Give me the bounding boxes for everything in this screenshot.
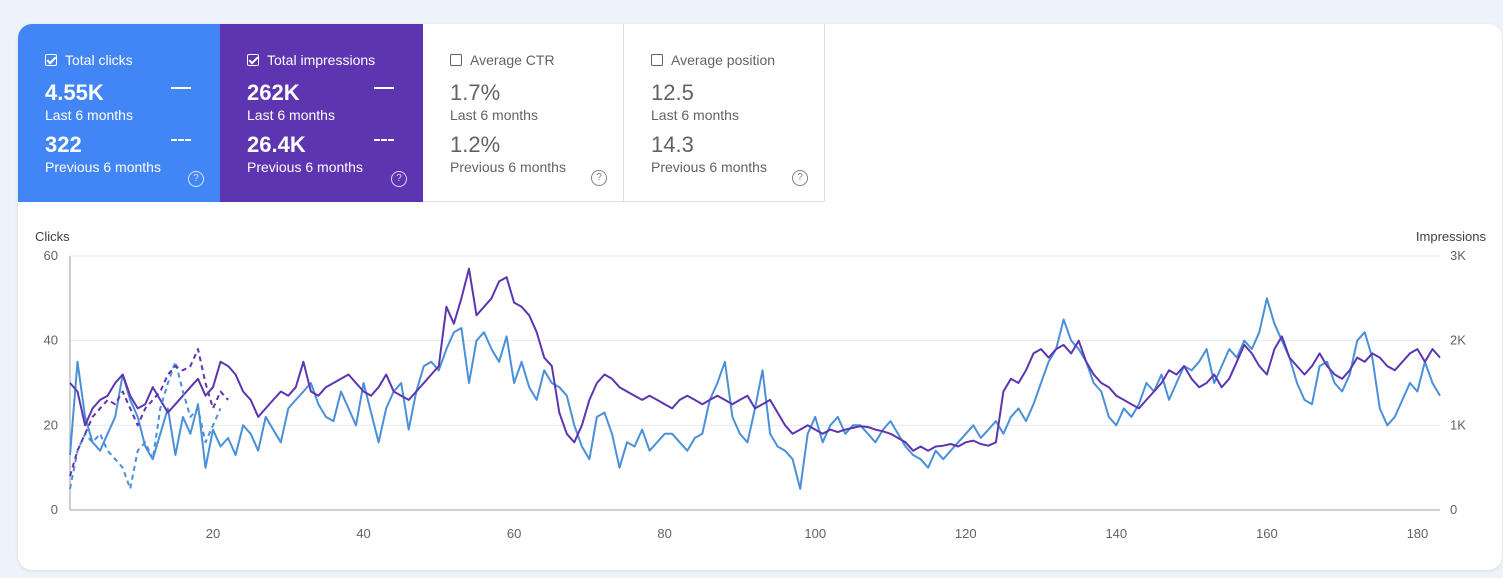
y2-tick-label: 1K xyxy=(1450,417,1466,432)
tile-label: Average position xyxy=(671,52,776,68)
tile-prev-period: Previous 6 months xyxy=(247,159,363,175)
x-tick-label: 140 xyxy=(1105,526,1127,541)
y2-tick-label: 3K xyxy=(1450,248,1466,263)
tile-value: 262K xyxy=(247,80,300,105)
x-tick-label: 20 xyxy=(206,526,220,541)
y-tick-label: 60 xyxy=(44,248,58,263)
solid-line-legend-icon xyxy=(171,87,191,89)
tile-header: Average CTR xyxy=(450,52,623,68)
checkbox-icon[interactable] xyxy=(450,54,462,66)
help-icon[interactable]: ? xyxy=(591,170,607,186)
series-line-impressions-dashed xyxy=(69,348,229,477)
help-icon[interactable]: ? xyxy=(792,170,808,186)
series-line-clicks-solid xyxy=(69,297,1441,490)
tile-value: 1.7% xyxy=(450,80,501,105)
x-tick-label: 40 xyxy=(356,526,370,541)
tile-label: Average CTR xyxy=(470,52,555,68)
x-tick-label: 80 xyxy=(657,526,671,541)
checkbox-icon[interactable] xyxy=(651,54,663,66)
tile-prev-value: 26.4K xyxy=(247,132,306,157)
axis-ticks: 0 0 20 1K 40 2K 60 3K 20 40 60 80 100 120 140 160 180 xyxy=(44,248,1467,541)
tile-prev-value: 322 xyxy=(45,132,82,157)
tile-average-ctr[interactable]: Average CTR 1.7% Last 6 months 1.2% Prev… xyxy=(423,24,624,202)
performance-card: Total clicks 4.55K Last 6 months 322 Pre… xyxy=(18,24,1502,570)
series-line-impressions-solid xyxy=(69,267,1441,452)
solid-line-legend-icon xyxy=(374,87,394,89)
y-tick-label: 20 xyxy=(44,417,58,432)
y2-tick-label: 0 xyxy=(1450,502,1457,517)
tile-prev-period: Previous 6 months xyxy=(45,159,161,175)
tile-period: Last 6 months xyxy=(45,107,133,123)
checkbox-icon[interactable] xyxy=(45,54,57,66)
tile-prev-value: 14.3 xyxy=(651,132,694,157)
help-icon[interactable]: ? xyxy=(391,171,407,187)
x-tick-label: 160 xyxy=(1256,526,1278,541)
tile-label: Total clicks xyxy=(65,52,133,68)
y-axis-title-impressions: Impressions xyxy=(1416,229,1487,244)
tile-header: Total impressions xyxy=(247,52,423,68)
tile-period: Last 6 months xyxy=(651,107,739,123)
performance-chart[interactable]: Clicks Impressions 0 0 20 1K 40 2K 60 3K 20 40 60 8… xyxy=(18,24,1502,570)
tile-value: 4.55K xyxy=(45,80,104,105)
tile-prev-value: 1.2% xyxy=(450,132,501,157)
tile-period: Last 6 months xyxy=(450,107,538,123)
x-tick-label: 120 xyxy=(955,526,977,541)
tile-total-clicks[interactable]: Total clicks 4.55K Last 6 months 322 Pre… xyxy=(18,24,220,202)
tile-label: Total impressions xyxy=(267,52,376,68)
checkbox-icon[interactable] xyxy=(247,54,259,66)
x-tick-label: 60 xyxy=(507,526,521,541)
series-lines xyxy=(69,267,1441,490)
y-tick-label: 0 xyxy=(51,502,58,517)
tile-header: Total clicks xyxy=(45,52,220,68)
tile-total-impressions[interactable]: Total impressions 262K Last 6 months 26.… xyxy=(220,24,423,202)
tile-prev-period: Previous 6 months xyxy=(450,159,566,175)
grid xyxy=(69,255,1440,511)
tile-value: 12.5 xyxy=(651,80,694,105)
metric-tiles: Total clicks 4.55K Last 6 months 322 Pre… xyxy=(18,24,825,202)
tile-period: Last 6 months xyxy=(247,107,335,123)
dashed-line-legend-icon xyxy=(374,139,394,141)
tile-prev-period: Previous 6 months xyxy=(651,159,767,175)
series-line-clicks-dashed xyxy=(69,360,222,490)
y-tick-label: 40 xyxy=(44,333,58,348)
help-icon[interactable]: ? xyxy=(188,171,204,187)
dashed-line-legend-icon xyxy=(171,139,191,141)
y-axis-title-clicks: Clicks xyxy=(35,229,70,244)
x-tick-label: 180 xyxy=(1407,526,1429,541)
tile-average-position[interactable]: Average position 12.5 Last 6 months 14.3… xyxy=(624,24,825,202)
y2-tick-label: 2K xyxy=(1450,333,1466,348)
tile-header: Average position xyxy=(651,52,824,68)
x-tick-label: 100 xyxy=(804,526,826,541)
